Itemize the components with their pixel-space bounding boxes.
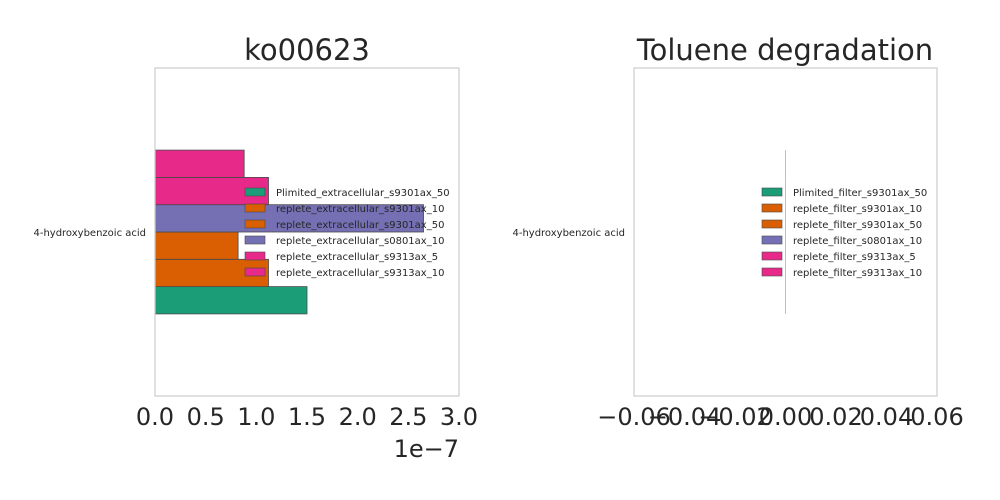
bar-replete_extracellular_s9301ax_50 [154,231,239,260]
legend-label: replete_filter_s9313ax_10 [793,268,922,279]
legend-swatch [244,235,266,245]
x-tick-label: 3.0 [440,403,478,431]
legend-swatch [244,251,266,261]
x-tick-label: −0.02 [698,403,772,431]
x-tick-label: 0.02 [809,403,862,431]
legend-label: replete_extracellular_s9301ax_10 [276,204,444,215]
legend: Plimited_extracellular_s9301ax_50replete… [244,187,450,279]
legend-swatch [761,219,783,229]
x-tick-label: 0.00 [759,403,812,431]
legend-swatch [761,251,783,261]
legend-item: Plimited_extracellular_s9301ax_50 [244,187,450,199]
x-tick-label: 1.0 [237,403,275,431]
legend-swatch [761,235,783,245]
legend-label: replete_extracellular_s9301ax_50 [276,220,444,231]
legend-item: replete_filter_s9301ax_50 [761,219,922,231]
legend-item: replete_extracellular_s9313ax_5 [244,251,438,263]
legend-item: replete_extracellular_s9313ax_10 [244,267,444,279]
legend-label: replete_extracellular_s9313ax_10 [276,268,444,279]
legend-label: replete_filter_s0801ax_10 [793,236,922,247]
legend-swatch [761,267,783,277]
legend-swatch [244,203,266,213]
legend-swatch [244,219,266,229]
axes-frame [633,67,938,397]
chart-panel-ko00623: ko00623 4-hydroxybenzoic acid 0.0 0.5 1.0 1.5… [33,33,478,463]
legend-item: replete_filter_s9301ax_10 [761,203,922,215]
x-tick-label: 0.5 [187,403,225,431]
chart-title: Toluene degradation [636,33,933,67]
x-offset-label: 1e−7 [394,435,459,463]
x-tick-label: 2.5 [389,403,427,431]
legend-label: replete_filter_s9313ax_5 [793,252,916,263]
legend-swatch [244,267,266,277]
legend-item: replete_extracellular_s0801ax_10 [244,235,444,247]
x-tick-label: 0.06 [910,403,963,431]
y-tick-label: 4-hydroxybenzoic acid [33,228,146,239]
legend-item: replete_filter_s9313ax_5 [761,251,916,263]
axes-frame [154,67,460,397]
bar-replete_extracellular_s0801ax_10 [154,204,424,233]
legend-label: Plimited_extracellular_s9301ax_50 [276,188,450,199]
legend-swatch [761,203,783,213]
legend-swatch [761,187,783,197]
x-tick-label: −0.06 [597,403,671,431]
legend-label: replete_extracellular_s0801ax_10 [276,236,444,247]
x-tick-label: 0.04 [860,403,913,431]
legend: Plimited_filter_s9301ax_50 replete_filter… [761,187,927,279]
y-tick-label: 4-hydroxybenzoic acid [512,228,625,239]
bar-replete_extracellular_s9313ax_10 [154,149,245,178]
chart-title: ko00623 [244,33,370,67]
x-tick-label: 0.0 [136,403,174,431]
chart-panel-toluene-degradation: Toluene degradation 4-hydroxybenzoic acid… [512,33,963,431]
legend-item: replete_filter_s9313ax_10 [761,267,922,279]
legend-item: replete_extracellular_s9301ax_10 [244,203,444,215]
legend-label: Plimited_filter_s9301ax_50 [793,188,927,199]
legend-item: Plimited_filter_s9301ax_50 [761,187,927,199]
x-tick-label: −0.04 [648,403,722,431]
legend-item: replete_filter_s0801ax_10 [761,235,922,247]
legend-label: replete_filter_s9301ax_10 [793,204,922,215]
legend-item: replete_extracellular_s9301ax_50 [244,219,444,231]
legend-label: replete_extracellular_s9313ax_5 [276,252,438,263]
x-tick-label: 1.5 [288,403,326,431]
x-tick-label: 2.0 [339,403,377,431]
legend-swatch [244,187,266,197]
legend-label: replete_filter_s9301ax_50 [793,220,922,231]
bar-Plimited_extracellular_s9301ax_50 [154,286,308,315]
